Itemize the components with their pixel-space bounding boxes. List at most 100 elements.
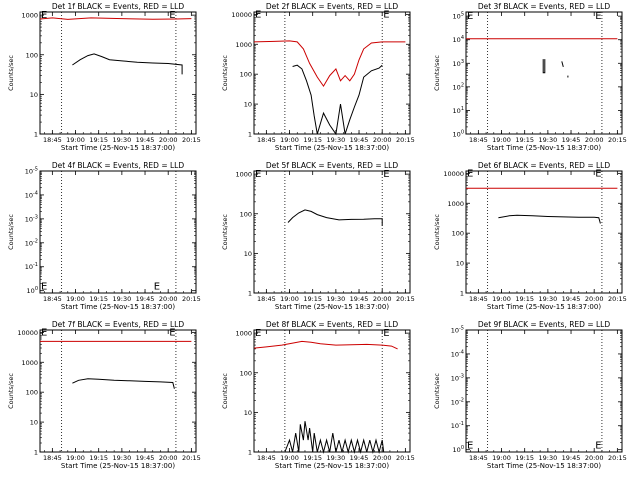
y-tick-label: 100 [27, 286, 38, 295]
x-tick-label: 19:45 [562, 454, 581, 462]
y-tick-label: 10-2 [451, 397, 464, 406]
events-series-line [72, 53, 183, 75]
x-tick-label: 19:30 [326, 136, 345, 144]
x-axis-label: Start Time (25-Nov-15 18:37:00) [61, 462, 175, 470]
y-tick-label: 1 [34, 449, 38, 457]
x-tick-label: 19:00 [66, 136, 85, 144]
events-series-line [287, 209, 383, 226]
x-tick-label: 19:15 [89, 136, 108, 144]
event-marker-e: E [383, 169, 389, 180]
y-tick-label: 10-1 [451, 421, 464, 430]
x-tick-label: 19:45 [350, 136, 369, 144]
y-tick-label: 1000 [235, 171, 252, 179]
panel-title: Det 6f BLACK = Events, RED = LLD [478, 161, 611, 170]
y-tick-label: 102 [453, 82, 464, 91]
panel-det-5: Det 5f BLACK = Events, RED = LLD 1 10 100 10… [221, 161, 415, 311]
x-tick-label: 20:15 [608, 136, 627, 144]
y-tick-label: 1000 [21, 12, 38, 20]
x-axis-label: Start Time (25-Nov-15 18:37:00) [275, 303, 389, 311]
plot-frame [253, 11, 411, 135]
event-marker-e: E [154, 281, 160, 292]
x-tick-label: 19:30 [326, 295, 345, 303]
x-tick-label: 20:15 [182, 136, 201, 144]
y-tick-label: 104 [453, 35, 464, 44]
x-tick-label: 18:45 [43, 454, 62, 462]
panel-det-6: Det 6f BLACK = Events, RED = LLD 1 10 100 10… [433, 161, 627, 311]
y-tick-label: 10000 [231, 11, 252, 19]
x-axis-label: Start Time (25-Nov-15 18:37:00) [487, 462, 601, 470]
panel-det-7: Det 7f BLACK = Events, RED = LLD 1 10 100 10… [7, 320, 201, 470]
y-tick-label: 100 [453, 130, 464, 139]
panel-title: Det 1f BLACK = Events, RED = LLD [52, 2, 185, 11]
x-tick-label: 20:15 [182, 295, 201, 303]
y-tick-label: 100 [26, 51, 38, 59]
x-tick-label: 19:00 [492, 136, 511, 144]
panel-det-3: Det 3f BLACK = Events, RED = LLD 100 101 10… [433, 2, 627, 152]
x-tick-label: 18:45 [43, 295, 62, 303]
x-tick-label: 19:00 [492, 295, 511, 303]
x-tick-label: 19:15 [303, 295, 322, 303]
x-tick-label: 19:30 [112, 295, 131, 303]
lld-series-line [39, 17, 192, 20]
panel-det-1: Det 1f BLACK = Events, RED = LLD 1 10 100 10… [7, 2, 201, 152]
y-tick-label: 10 [244, 250, 252, 258]
panel-title: Det 5f BLACK = Events, RED = LLD [266, 161, 399, 170]
x-tick-label: 18:45 [469, 454, 488, 462]
x-tick-label: 18:45 [469, 136, 488, 144]
event-marker-e: E [467, 168, 473, 179]
event-marker-e: E [41, 281, 47, 292]
x-tick-label: 20:00 [585, 454, 604, 462]
y-tick-label: 1 [248, 131, 252, 139]
x-tick-label: 19:00 [66, 454, 85, 462]
x-tick-label: 18:45 [43, 136, 62, 144]
x-tick-label: 20:00 [585, 136, 604, 144]
y-tick-label: 1000 [21, 359, 38, 367]
event-marker-e: E [383, 9, 389, 20]
event-marker-e: E [595, 440, 601, 451]
x-tick-label: 20:15 [396, 295, 415, 303]
y-axis-label: Counts/sec [221, 373, 229, 409]
event-marker-e: E [255, 328, 261, 339]
x-axis-label: Start Time (25-Nov-15 18:37:00) [487, 144, 601, 152]
y-tick-label: 10000 [443, 170, 464, 178]
x-tick-label: 19:45 [562, 295, 581, 303]
plot-frame [39, 329, 197, 453]
x-tick-label: 19:15 [515, 136, 534, 144]
x-tick-label: 18:45 [257, 454, 276, 462]
plot-frame [39, 11, 197, 135]
x-tick-label: 20:15 [396, 454, 415, 462]
event-marker-e: E [41, 10, 47, 21]
x-tick-label: 20:00 [159, 295, 178, 303]
events-series-line [292, 64, 383, 136]
y-tick-label: 1 [248, 449, 252, 457]
x-tick-label: 19:30 [538, 454, 557, 462]
x-axis-label: Start Time (25-Nov-15 18:37:00) [275, 144, 389, 152]
y-tick-label: 103 [453, 59, 464, 68]
panel-title: Det 4f BLACK = Events, RED = LLD [52, 161, 185, 170]
y-axis-label: Counts/sec [221, 55, 229, 91]
y-axis-label: Counts/sec [433, 373, 441, 409]
panel-det-8: Det 8f BLACK = Events, RED = LLD 1 10 100 10… [221, 320, 415, 470]
y-tick-label: 10 [30, 91, 38, 99]
x-axis-label: Start Time (25-Nov-15 18:37:00) [275, 462, 389, 470]
x-tick-label: 19:15 [303, 136, 322, 144]
x-tick-label: 20:15 [608, 295, 627, 303]
x-tick-label: 19:45 [350, 454, 369, 462]
events-series-line [561, 61, 564, 68]
x-tick-label: 19:30 [538, 295, 557, 303]
y-tick-label: 100 [240, 71, 252, 79]
y-tick-label: 1000 [235, 330, 252, 338]
y-tick-label: 10 [30, 419, 38, 427]
y-tick-label: 10 [456, 260, 464, 268]
events-series-line [542, 59, 546, 74]
x-tick-label: 20:15 [396, 136, 415, 144]
x-tick-label: 19:45 [136, 136, 155, 144]
panel-det-2: Det 2f BLACK = Events, RED = LLD 1 10 100 10… [221, 2, 415, 152]
x-tick-label: 19:30 [538, 136, 557, 144]
y-tick-label: 1 [248, 290, 252, 298]
event-marker-e: E [467, 440, 473, 451]
panel-det-4: Det 4f BLACK = Events, RED = LLD 100 10-1 1… [7, 161, 201, 311]
y-tick-label: 100 [453, 445, 464, 454]
x-tick-label: 19:45 [136, 295, 155, 303]
x-tick-label: 18:45 [469, 295, 488, 303]
